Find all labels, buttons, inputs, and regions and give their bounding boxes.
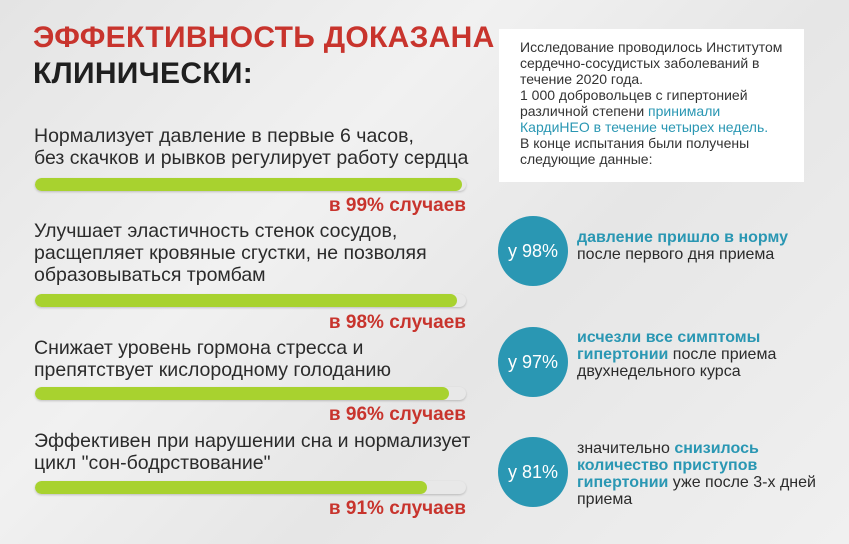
study-info-box: Исследование проводилось Институтом серд…: [499, 29, 804, 182]
percent-label-4: в 91% случаев: [328, 498, 466, 519]
title-line-dark: КЛИНИЧЕСКИ:: [33, 57, 254, 90]
benefit-4-line-1: Эффективен при нарушении сна и нормализу…: [34, 430, 471, 452]
progress-bar-2: [35, 294, 466, 307]
stat-badge-3: у 81%: [498, 437, 568, 507]
progress-fill-3: [35, 387, 449, 400]
progress-fill-2: [35, 294, 458, 307]
benefit-text-1: Нормализует давление в первые 6 часов, б…: [34, 125, 504, 169]
benefit-3-line-2: препятствует кислородному голоданию: [34, 359, 392, 381]
percent-label-1: в 99% случаев: [328, 195, 466, 216]
study-paragraph-3: В конце испытания были получены следующи…: [520, 135, 750, 167]
stat-text-2: исчезли все симптомы гипертонии после пр…: [577, 329, 817, 380]
stat-3-highlight: снизилось количество приступов гипертони…: [577, 440, 759, 491]
stat-1-post: после первого дня приема: [577, 246, 775, 263]
title-line-red: ЭФФЕКТИВНОСТЬ ДОКАЗАНА: [33, 21, 495, 54]
benefit-3-line-1: Снижает уровень гормона стресса и: [34, 337, 364, 359]
stat-3-post: уже после 3-х дней приема: [577, 474, 816, 508]
benefit-text-2: Улучшает эластичность стенок сосудов, ра…: [34, 220, 504, 286]
progress-fill-1: [35, 178, 462, 191]
progress-fill-4: [35, 481, 428, 494]
study-paragraph-2: 1 000 добровольцев с гипертонией различн…: [520, 87, 789, 135]
benefit-text-3: Снижает уровень гормона стресса и препят…: [34, 337, 504, 381]
progress-bar-3: [35, 387, 466, 400]
benefit-4-line-2: цикл "сон-бодрствование": [34, 452, 271, 474]
stat-badge-1: у 98%: [498, 216, 568, 286]
percent-label-3: в 96% случаев: [328, 404, 466, 425]
benefit-1-line-2: без скачков и рывков регулирует работу с…: [34, 147, 469, 169]
progress-bar-1: [35, 178, 466, 191]
stat-text-1: давление пришло в норму после первого дн…: [577, 229, 817, 263]
benefit-1-line-1: Нормализует давление в первые 6 часов,: [34, 125, 414, 147]
benefit-2-line-1: Улучшает эластичность стенок сосудов,: [34, 220, 398, 242]
stat-3-pre: значительно: [577, 440, 675, 457]
benefit-2-line-2: расщепляет кровяные сгустки, не позволяя: [34, 242, 427, 264]
study-paragraph-2-text: 1 000 добровольцев с гипертонией различн…: [520, 87, 748, 119]
stat-badge-2: у 97%: [498, 327, 568, 397]
stat-2-post: после приема двухнедельного курса: [577, 346, 777, 380]
stat-2-highlight: исчезли все симптомы гипертонии: [577, 329, 761, 363]
page-title: ЭФФЕКТИВНОСТЬ ДОКАЗАНА КЛИНИЧЕСКИ:: [33, 20, 495, 92]
stat-1-highlight: давление пришло в норму: [577, 229, 788, 246]
percent-label-2: в 98% случаев: [328, 312, 466, 333]
progress-bar-4: [35, 481, 466, 494]
benefit-2-line-3: образовываться тромбам: [34, 264, 266, 286]
study-paragraph-1: Исследование проводилось Институтом серд…: [520, 39, 783, 87]
benefit-text-4: Эффективен при нарушении сна и нормализу…: [34, 430, 504, 474]
stat-text-3: значительно снизилось количество приступ…: [577, 440, 817, 508]
study-highlight: принимали КардиНЕО в течение четырех нед…: [520, 103, 769, 135]
